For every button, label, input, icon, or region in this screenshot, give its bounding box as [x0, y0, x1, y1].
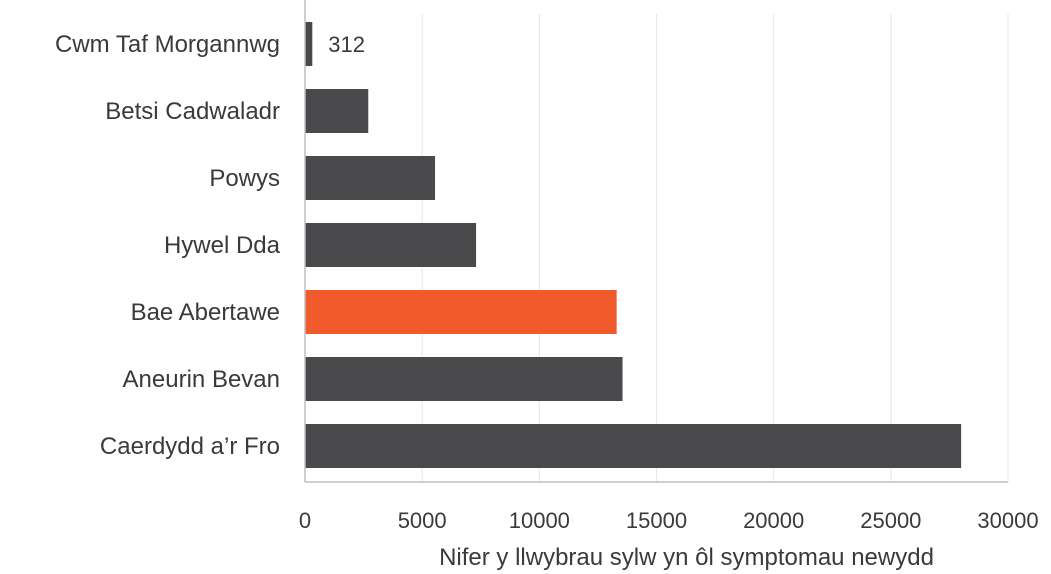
bar: [305, 22, 313, 66]
x-tick-label: 20000: [743, 508, 804, 533]
category-label: Caerdydd a’r Fro: [100, 433, 280, 460]
bar: [305, 156, 436, 200]
category-label: Cwm Taf Morgannwg: [55, 31, 280, 58]
bar: [305, 89, 369, 133]
category-label: Aneurin Bevan: [123, 366, 280, 393]
x-axis-title: Nifer y llwybrau sylw yn ôl symptomau ne…: [439, 544, 934, 571]
x-tick-labels: 0 5000 10000 15000 20000 25000 30000: [299, 508, 1039, 533]
x-tick-label: 25000: [860, 508, 921, 533]
category-label: Betsi Cadwaladr: [105, 98, 280, 125]
category-label: Bae Abertawe: [131, 299, 280, 326]
data-labels: 312: [328, 32, 365, 57]
category-labels: Cwm Taf Morgannwg Betsi Cadwaladr Powys Hyw…: [55, 31, 281, 460]
data-label: 312: [328, 32, 365, 57]
x-tick-label: 5000: [398, 508, 447, 533]
category-label: Hywel Dda: [164, 232, 281, 259]
bar: [305, 290, 617, 334]
x-tick-label: 30000: [977, 508, 1038, 533]
x-tick-label: 10000: [509, 508, 570, 533]
bar: [305, 424, 962, 468]
bar: [305, 357, 623, 401]
bars: [305, 22, 962, 468]
gridlines: [421, 14, 1009, 482]
x-tick-label: 15000: [626, 508, 687, 533]
category-label: Powys: [209, 165, 280, 192]
x-tick-label: 0: [299, 508, 311, 533]
bar: [305, 223, 477, 267]
